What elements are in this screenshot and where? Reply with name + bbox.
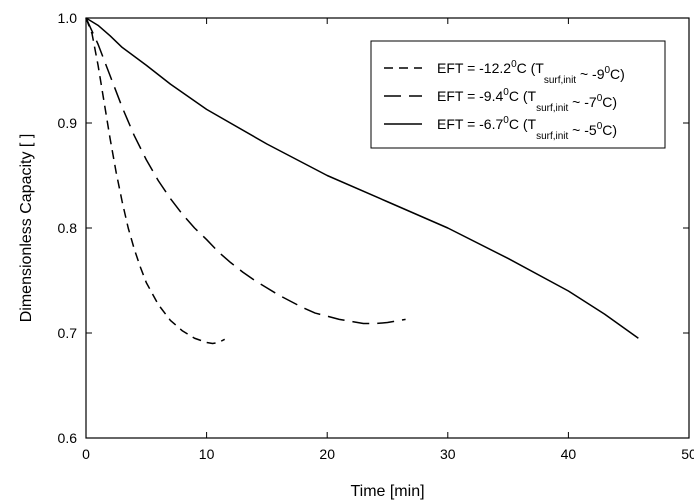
legend-label-2: EFT = -9.40C (Tsurf,init ~ -70C)	[437, 87, 617, 114]
y-tick-label: 0.6	[58, 430, 78, 446]
y-tick-label: 0.7	[58, 325, 78, 341]
legend-label-part: 0	[597, 93, 603, 104]
series-line-2	[85, 17, 406, 325]
x-tick-label: 30	[440, 446, 456, 462]
series-layer	[85, 17, 639, 345]
legend-label-part: 0	[604, 65, 610, 76]
x-tick-label: 10	[199, 446, 215, 462]
legend-label-part: ~ -7	[568, 94, 597, 110]
legend-label-part: surf,init	[544, 75, 576, 86]
legend-box	[370, 40, 666, 149]
axis-ticks: 0 10 20 30 40 50 0.6 0.7 0.8 0.9 1.0	[58, 10, 694, 462]
legend-label-part: C (T	[509, 88, 537, 104]
y-tick-label: 1.0	[58, 10, 78, 26]
legend-label-part: 0	[503, 115, 509, 126]
series-line-3	[85, 17, 639, 339]
legend-label-part: EFT = -6.7	[437, 116, 503, 132]
legend-label-part: C)	[602, 94, 617, 110]
x-axis-title: Time [min]	[350, 483, 424, 500]
legend: EFT = -12.20C (Tsurf,init ~ -90C)EFT = -…	[370, 40, 666, 149]
legend-label-part: 0	[597, 121, 603, 132]
y-tick-label: 0.9	[58, 115, 78, 131]
series-line-1	[85, 17, 226, 345]
x-tick-label: 50	[681, 446, 694, 462]
x-tick-label: 20	[319, 446, 335, 462]
y-tick-label: 0.8	[58, 220, 78, 236]
legend-label-part: surf,init	[536, 131, 568, 142]
legend-label-part: C (T	[517, 60, 545, 76]
y-axis-title: Dimensionless Capacity [ ]	[18, 134, 35, 323]
legend-label-part: surf,init	[536, 103, 568, 114]
legend-label-part: C (T	[509, 116, 537, 132]
x-tick-label: 0	[82, 446, 90, 462]
legend-label-part: ~ -9	[576, 66, 605, 82]
legend-label-part: EFT = -12.2	[437, 60, 511, 76]
legend-label-part: 0	[503, 87, 509, 98]
legend-label-part: 0	[511, 59, 517, 70]
x-tick-label: 40	[561, 446, 577, 462]
legend-label-3: EFT = -6.70C (Tsurf,init ~ -50C)	[437, 115, 617, 142]
legend-label-part: C)	[602, 122, 617, 138]
legend-label-part: ~ -5	[568, 122, 597, 138]
legend-label-1: EFT = -12.20C (Tsurf,init ~ -90C)	[437, 59, 625, 86]
legend-label-part: C)	[610, 66, 625, 82]
legend-label-part: EFT = -9.4	[437, 88, 503, 104]
